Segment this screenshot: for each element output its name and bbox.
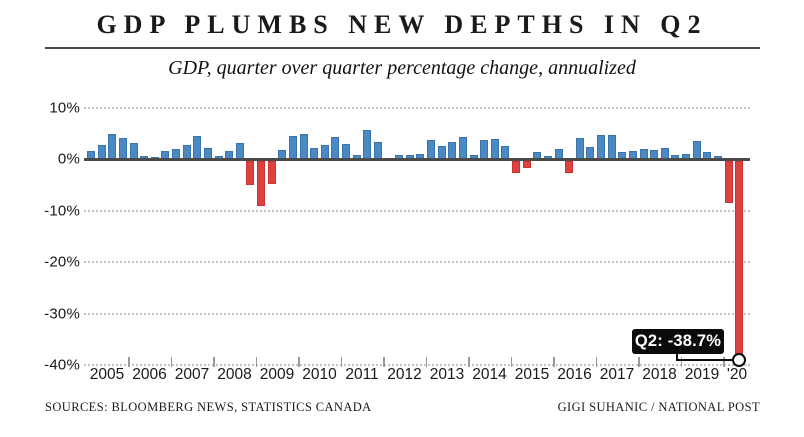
- bar-2009Q2: [267, 160, 276, 185]
- x-axis-label-2013: 2013: [429, 366, 465, 383]
- x-axis-label-2007: 2007: [174, 366, 210, 383]
- x-axis-label-2014: 2014: [472, 366, 507, 383]
- y-axis-label: -30%: [44, 305, 80, 322]
- x-axis-label-2012: 2012: [387, 366, 422, 383]
- bar-2017Q2: [607, 134, 616, 159]
- bar-2015Q2: [522, 160, 531, 168]
- chart-title: GDP PLUMBS NEW DEPTHS IN Q2: [96, 10, 708, 39]
- x-axis-label-2017: 2017: [599, 366, 635, 383]
- bar-2014Q2: [480, 140, 489, 159]
- chart-subtitle: GDP, quarter over quarter percentage cha…: [168, 57, 636, 79]
- gridline--10: [84, 209, 750, 212]
- bar-2010Q4: [331, 136, 340, 159]
- x-axis-tick: [468, 357, 470, 367]
- bar-2016Q3: [575, 137, 584, 159]
- bar-2017Q1: [597, 135, 606, 159]
- y-axis-label: -20%: [44, 253, 80, 271]
- y-axis-label: 10%: [49, 99, 80, 116]
- bar-2007Q3: [193, 135, 202, 159]
- y-axis-label: 0%: [57, 150, 80, 168]
- x-axis-tick: [170, 357, 173, 367]
- x-axis-tick: [680, 357, 683, 367]
- bar-2011Q4: [373, 142, 382, 159]
- bar-2016Q2: [565, 160, 574, 173]
- x-axis-tick: [723, 357, 725, 367]
- bar-2013Q4: [458, 136, 467, 159]
- x-axis-tick: [128, 357, 130, 367]
- x-axis-label-2011: 2011: [345, 366, 379, 383]
- x-axis-tick: [510, 357, 513, 367]
- x-axis-label-2010: 2010: [302, 366, 337, 383]
- bar-2019Q2: [692, 141, 701, 159]
- author-credit: GIGI SUHANIC / NATIONAL POST: [557, 400, 760, 414]
- annotation-leader-horizontal: [676, 359, 736, 361]
- bar-2015Q1: [512, 160, 521, 174]
- bar-2010Q1: [299, 134, 308, 159]
- gridline--40: [84, 364, 750, 366]
- x-axis-label-2006: 2006: [132, 366, 167, 383]
- bar-2014Q3: [490, 138, 499, 159]
- annotation-leader-vertical: [676, 353, 678, 361]
- x-axis-tick: [638, 357, 640, 367]
- bar-2005Q3: [108, 133, 117, 159]
- x-axis-tick: [425, 357, 428, 367]
- title-divider: [45, 47, 760, 49]
- bar-2005Q4: [118, 138, 127, 159]
- bar-2013Q1: [427, 140, 436, 159]
- gridline--20: [84, 261, 750, 263]
- x-axis-label-2009: 2009: [259, 366, 295, 383]
- gridline-10: [84, 106, 750, 109]
- bar-2013Q3: [448, 142, 457, 159]
- x-axis-tick: [298, 357, 300, 367]
- sources-credit: SOURCES: BLOOMBERG NEWS, STATISTICS CANA…: [45, 400, 372, 414]
- x-axis-tick: [383, 357, 385, 367]
- x-axis-label-2005: 2005: [89, 366, 125, 383]
- x-axis-label-2018: 2018: [642, 366, 677, 383]
- y-axis-label: -40%: [44, 356, 80, 374]
- zero-axis-line: [84, 157, 750, 161]
- bar-2011Q3: [363, 130, 372, 159]
- x-axis-tick: [595, 357, 598, 367]
- bar-2006Q1: [129, 142, 138, 159]
- bar-2009Q4: [288, 136, 297, 159]
- x-axis-tick: [340, 357, 343, 367]
- x-axis-label-20: '20: [726, 366, 748, 383]
- bar-2008Q3: [235, 142, 244, 159]
- annotation-callout: Q2: -38.7%: [632, 329, 724, 354]
- x-axis-label-2016: 2016: [557, 366, 592, 383]
- bar-2009Q1: [257, 160, 266, 207]
- x-axis-label-2008: 2008: [217, 366, 252, 383]
- x-axis-tick: [553, 357, 555, 367]
- annotation-endpoint-circle-icon: [732, 353, 746, 367]
- x-axis-label-2019: 2019: [684, 366, 720, 383]
- y-axis-label: -10%: [44, 202, 80, 219]
- bar-2020Q2: [735, 160, 744, 360]
- x-axis-tick: [213, 357, 215, 367]
- bar-2008Q4: [246, 160, 255, 185]
- bar-2020Q1: [724, 160, 733, 203]
- x-axis-tick: [255, 357, 258, 367]
- gridline--30: [84, 312, 750, 315]
- x-axis-label-2015: 2015: [514, 366, 550, 383]
